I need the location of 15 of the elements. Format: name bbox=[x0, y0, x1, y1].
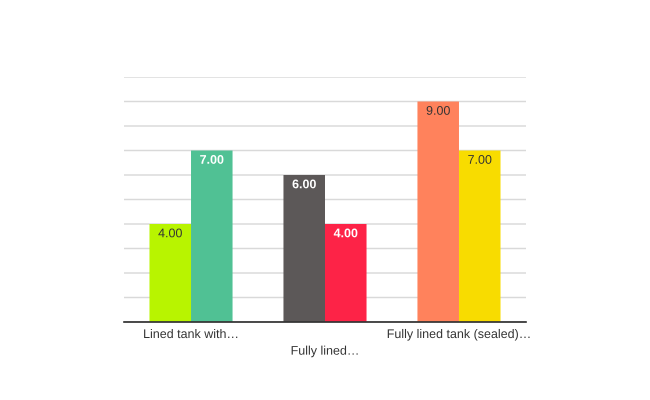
bar bbox=[283, 175, 325, 322]
x-tick-label: Fully lined tank (sealed)… bbox=[388, 328, 530, 341]
data-label: 4.00 bbox=[334, 228, 358, 238]
data-label: 9.00 bbox=[426, 106, 450, 115]
bar bbox=[458, 150, 501, 322]
bar bbox=[191, 150, 233, 322]
data-label: 7.00 bbox=[468, 154, 492, 164]
bar bbox=[149, 224, 192, 322]
x-tick-label: Fully lined… bbox=[292, 346, 358, 358]
bar bbox=[417, 102, 459, 322]
x-tick-label: Lined tank with… bbox=[144, 328, 238, 338]
data-label: 6.00 bbox=[292, 179, 316, 188]
bar bbox=[325, 224, 367, 322]
data-label: 7.00 bbox=[200, 154, 224, 164]
data-label: 4.00 bbox=[158, 228, 182, 238]
